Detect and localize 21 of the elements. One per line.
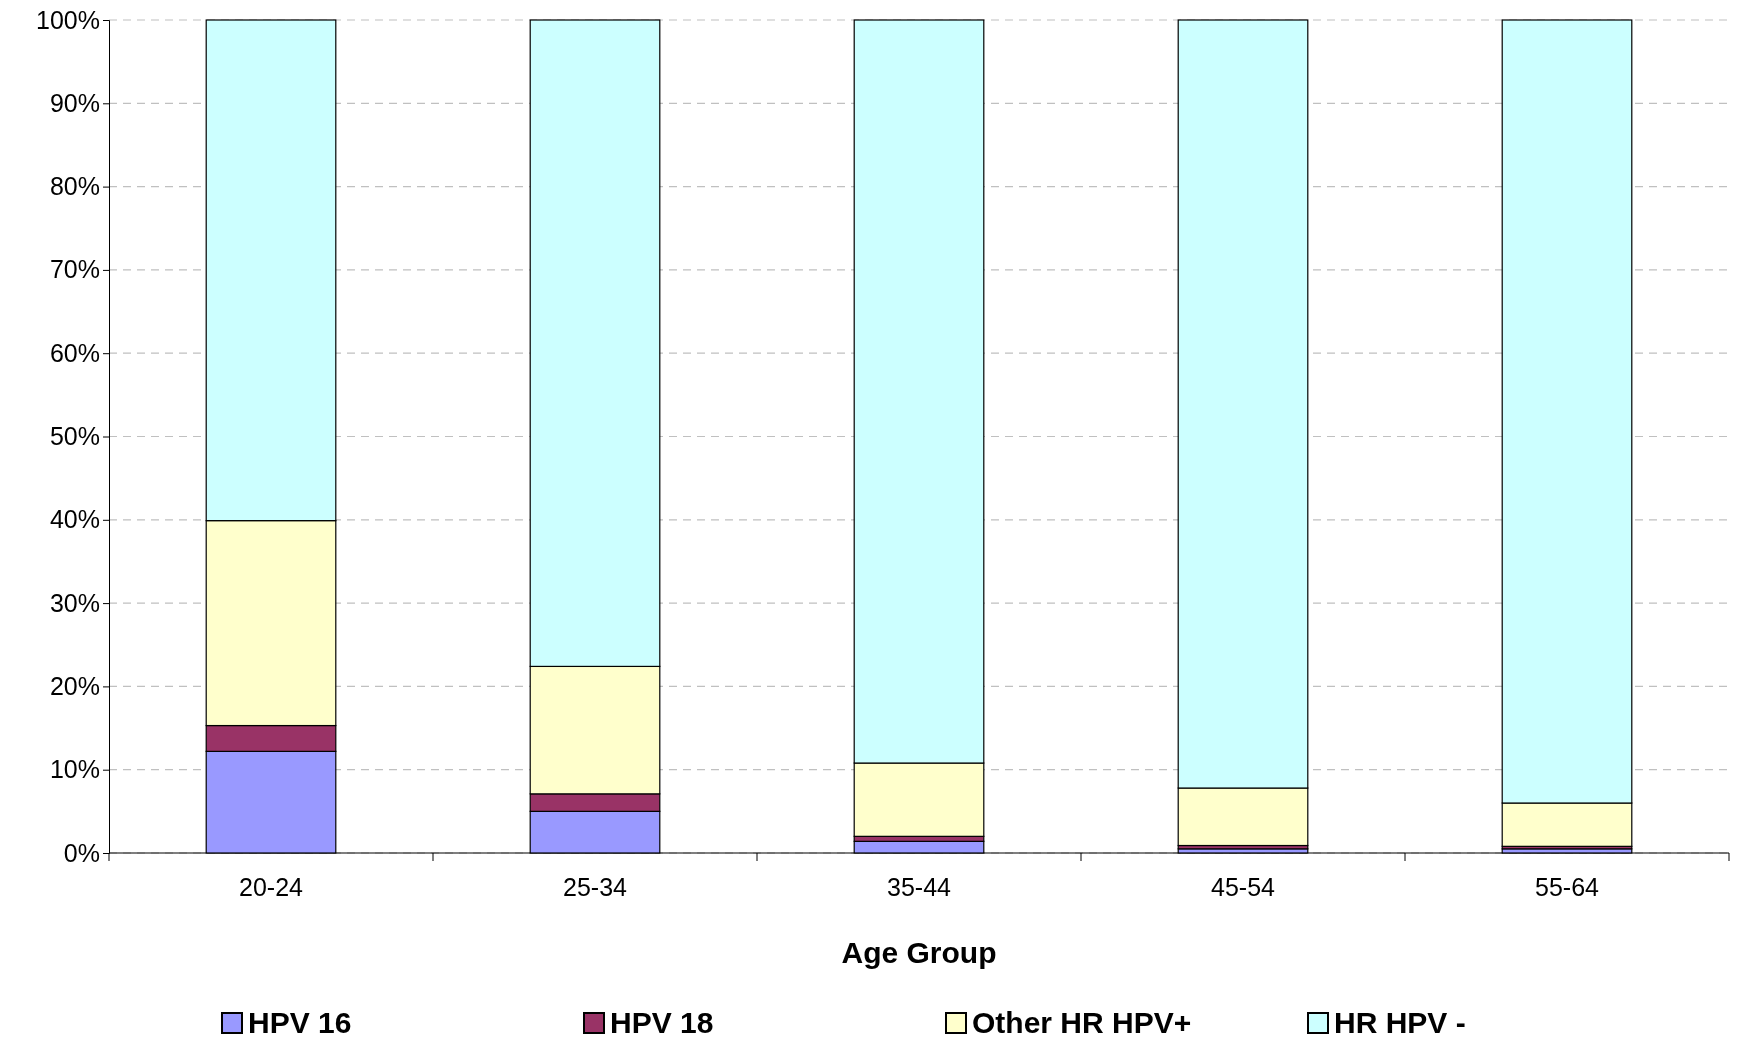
legend-label: HR HPV - — [1334, 1006, 1466, 1039]
y-tick-label: 20% — [49, 671, 100, 700]
x-tick-label: 55-64 — [1535, 873, 1600, 901]
x-tick-label: 45-54 — [1211, 873, 1276, 901]
y-tick-label: 70% — [49, 255, 100, 284]
x-tick-label: 35-44 — [887, 873, 952, 901]
y-tick-label: 100% — [36, 5, 100, 34]
y-tick-label: 80% — [49, 172, 100, 201]
y-tick-label: 30% — [49, 588, 100, 617]
y-tick-label: 0% — [63, 838, 100, 867]
x-tick-label: 25-34 — [563, 873, 628, 901]
y-tick-label: 50% — [49, 422, 100, 450]
y-tick-label: 60% — [49, 338, 100, 367]
legend-label: HPV 18 — [610, 1006, 714, 1039]
y-tick-label: 90% — [49, 88, 100, 117]
y-tick-label: 10% — [49, 755, 100, 784]
legend-label: HPV 16 — [248, 1006, 352, 1039]
y-tick-label: 40% — [49, 505, 100, 534]
x-axis-title: Age Group — [841, 936, 997, 969]
legend-label: Other HR HPV+ — [972, 1006, 1192, 1039]
x-tick-label: 20-24 — [239, 873, 304, 901]
